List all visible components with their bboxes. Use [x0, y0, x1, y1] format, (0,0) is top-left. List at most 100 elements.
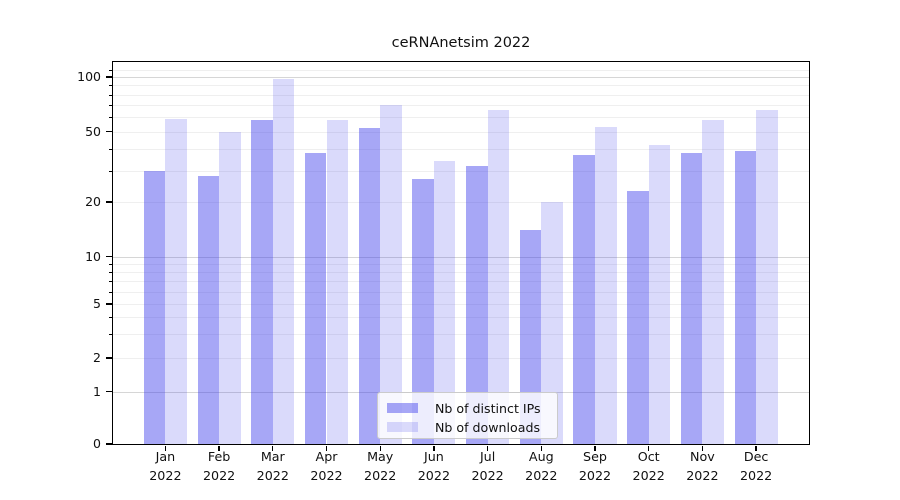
y-gridline-minor: [113, 131, 809, 133]
bar-sep-distinct-ips: [573, 154, 595, 444]
x-tick: [540, 445, 542, 451]
y-gridline-minor: [113, 334, 809, 336]
y-gridline-minor: [113, 94, 809, 96]
y-gridline-minor: [113, 117, 809, 119]
y-gridline-minor: [113, 105, 809, 107]
y-gridline-minor: [113, 317, 809, 319]
y-tick-label: 100: [77, 69, 101, 84]
bar-jan-downloads: [165, 118, 187, 444]
y-gridline-minor: [113, 291, 809, 293]
y-minor-tick: [108, 94, 112, 96]
y-gridline-minor: [113, 280, 809, 282]
x-tick-label: Apr 2022: [310, 449, 343, 483]
bar-oct-distinct-ips: [627, 191, 649, 444]
x-tick: [701, 445, 704, 451]
y-tick: [106, 390, 112, 393]
y-tick: [106, 357, 112, 359]
y-minor-tick: [108, 105, 112, 107]
x-tick: [648, 445, 650, 451]
y-gridline-minor: [113, 148, 809, 150]
y-minor-tick: [108, 263, 112, 265]
y-tick-label: 2: [93, 350, 101, 365]
y-tick: [106, 201, 112, 203]
x-tick: [433, 445, 435, 451]
bar-jul-downloads: [487, 109, 510, 444]
y-minor-tick: [108, 69, 112, 71]
bar-feb-distinct-ips: [197, 176, 220, 444]
bar-mar-distinct-ips: [251, 119, 273, 444]
bar-jun-distinct-ips: [412, 178, 434, 444]
x-tick-label: Mar 2022: [256, 449, 289, 483]
bar-nov-downloads: [702, 119, 724, 444]
bar-nov-distinct-ips: [680, 152, 703, 444]
y-gridline-minor: [113, 85, 809, 87]
y-gridline-minor: [113, 202, 809, 203]
y-tick-label: 0: [93, 436, 101, 451]
y-minor-tick: [108, 85, 112, 87]
y-minor-tick: [108, 280, 112, 282]
y-tick: [106, 130, 112, 133]
x-tick-label: Aug 2022: [525, 449, 558, 483]
bar-dec-distinct-ips: [734, 150, 757, 444]
y-gridline-minor: [113, 263, 809, 265]
y-minor-tick: [108, 271, 112, 273]
x-tick-label: May 2022: [364, 449, 397, 483]
legend-swatch-distinct-ips: [387, 402, 418, 414]
bar-oct-downloads: [648, 144, 671, 444]
x-tick-label: Nov 2022: [686, 449, 719, 483]
bar-feb-downloads: [219, 131, 241, 444]
x-tick-label: Dec 2022: [739, 449, 773, 483]
y-gridline-minor: [113, 170, 809, 172]
x-tick-label: Oct 2022: [632, 449, 665, 483]
y-minor-tick: [108, 291, 112, 293]
bar-apr-distinct-ips: [304, 152, 327, 444]
chart-title: ceRNAnetsim 2022: [391, 35, 531, 51]
bar-dec-downloads: [756, 109, 778, 444]
y-gridline-major: [113, 77, 809, 78]
y-tick-label: 10: [85, 248, 101, 264]
x-tick: [486, 445, 489, 451]
y-minor-tick: [108, 317, 112, 319]
legend: Nb of distinct IPs Nb of downloads: [377, 392, 558, 439]
y-tick: [106, 255, 112, 258]
y-gridline-minor: [113, 358, 809, 359]
y-tick: [106, 303, 112, 305]
plot-area: [113, 62, 809, 444]
bar-sep-downloads: [595, 126, 617, 444]
y-minor-tick: [108, 170, 112, 172]
y-gridline-minor: [113, 304, 809, 305]
x-tick: [272, 445, 274, 451]
bar-aug-downloads: [541, 202, 563, 444]
x-tick: [755, 445, 757, 451]
y-tick-label: 5: [93, 296, 101, 311]
x-tick: [594, 445, 596, 451]
y-tick-label: 1: [93, 383, 101, 399]
bar-mar-downloads: [272, 78, 295, 444]
legend-label-distinct-ips: Nb of distinct IPs: [435, 400, 541, 416]
bar-aug-distinct-ips: [519, 230, 542, 444]
x-tick: [379, 445, 381, 451]
y-minor-tick: [108, 148, 112, 150]
legend-row-downloads: Nb of downloads: [387, 418, 548, 436]
y-gridline-minor: [113, 69, 809, 71]
x-tick: [325, 445, 328, 451]
legend-row-distinct-ips: Nb of distinct IPs: [387, 399, 548, 417]
bar-jun-downloads: [433, 161, 456, 444]
x-tick-label: Jan 2022: [149, 449, 182, 483]
bar-may-distinct-ips: [358, 128, 381, 444]
x-tick-label: Jul 2022: [471, 449, 504, 483]
x-tick-label: Jun 2022: [417, 449, 451, 483]
y-tick: [106, 443, 112, 445]
x-tick: [218, 445, 220, 451]
y-tick: [106, 76, 112, 78]
bar-jan-distinct-ips: [143, 170, 166, 444]
y-tick-label: 50: [85, 123, 101, 139]
y-tick-label: 20: [85, 194, 101, 209]
bar-apr-downloads: [326, 119, 349, 444]
y-minor-tick: [108, 117, 112, 119]
x-tick-label: Sep 2022: [578, 449, 612, 483]
y-gridline-major: [113, 256, 809, 258]
legend-swatch-downloads: [387, 421, 418, 433]
legend-label-downloads: Nb of downloads: [435, 419, 541, 435]
